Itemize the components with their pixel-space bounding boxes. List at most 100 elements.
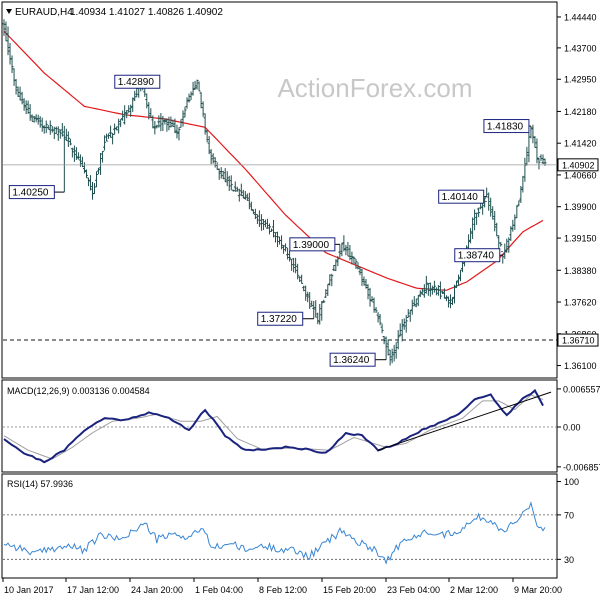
price-bar [354, 258, 358, 269]
annotation-4: 1.36240 [329, 352, 387, 367]
price-bar [271, 219, 275, 238]
price-bar [386, 339, 390, 356]
price-bar [533, 136, 537, 149]
price-bar [396, 330, 400, 350]
price-bar [159, 113, 163, 132]
price-bar [267, 223, 271, 235]
price-bar [32, 115, 36, 123]
price-bar [320, 301, 324, 321]
price-bar [133, 90, 137, 102]
price-bar [18, 86, 22, 101]
price-bar [477, 207, 481, 218]
price-bar [48, 120, 52, 135]
price-bar [380, 323, 384, 334]
collapse-triangle-icon[interactable] [6, 9, 12, 14]
price-bar [38, 116, 42, 128]
price-bar [274, 232, 278, 243]
price-bar [28, 104, 32, 121]
price-bar [121, 110, 125, 121]
price-bar [420, 288, 424, 295]
price-bar [292, 257, 296, 273]
price-y-tick-label-2: 1.42950 [564, 75, 597, 85]
price-bar [155, 124, 159, 129]
price-bar [430, 285, 434, 295]
price-bar [30, 114, 34, 122]
ma-line [3, 30, 544, 291]
price-bar [422, 284, 426, 298]
price-bar [384, 336, 388, 360]
price-bar [378, 313, 382, 326]
price-bar [515, 205, 519, 219]
price-bar [44, 120, 48, 134]
price-bar [177, 127, 181, 141]
price-bar [316, 312, 320, 325]
price-bar [531, 124, 535, 144]
last-price-marker: 1.40902 [3, 158, 599, 172]
price-bar [448, 294, 452, 309]
price-bar [237, 188, 241, 202]
price-bar [195, 79, 199, 90]
annotation-1: 1.40250 [8, 185, 65, 200]
price-y-tick-label-0: 1.44440 [564, 12, 597, 22]
price-bar [205, 130, 209, 143]
price-bar [434, 287, 438, 296]
price-bar [374, 306, 378, 313]
price-bar [22, 98, 26, 111]
price-bar [253, 208, 257, 220]
rsi-path [3, 501, 546, 565]
price-bar [187, 93, 191, 103]
price-bar [6, 26, 10, 56]
price-bar [111, 132, 115, 145]
price-bar [424, 275, 428, 294]
annotation-label: 1.38740 [458, 251, 495, 262]
price-bar [495, 222, 499, 237]
price-annotations: 1.42890 1.40250 1.39000 1.37220 1.36240 1.401… [8, 74, 531, 367]
x-tick-label-7: 2 Mar 12:00 [450, 585, 498, 595]
last-price-tag-label: 1.40902 [562, 160, 595, 170]
price-bar [151, 115, 155, 129]
price-bar [350, 251, 354, 265]
price-bar [261, 218, 265, 231]
price-bar [328, 274, 332, 286]
x-tick-label-8: 9 Mar 20:00 [514, 585, 562, 595]
price-bar [511, 219, 515, 232]
price-bar [227, 175, 231, 191]
price-bar [366, 284, 370, 300]
price-bar [288, 250, 292, 262]
price-bar [16, 86, 20, 97]
price-bar [99, 152, 103, 175]
price-bar [157, 115, 161, 128]
annotation-label: 1.40250 [12, 188, 49, 199]
price-bar [284, 243, 288, 252]
price-bar [390, 348, 394, 364]
price-bar [199, 92, 203, 109]
price-bar [247, 192, 251, 210]
macd-lines [3, 388, 557, 464]
price-bar [207, 135, 211, 155]
price-bar [93, 183, 97, 194]
price-bar [356, 262, 360, 270]
annotation-box [8, 185, 55, 200]
price-bar [318, 303, 322, 325]
price-bar [193, 80, 197, 90]
price-y-tick-label-3: 1.42180 [564, 107, 597, 117]
price-bar [450, 297, 454, 305]
price-bar [147, 102, 151, 120]
annotation-2: 1.39000 [289, 237, 340, 252]
price-bar [304, 285, 308, 301]
price-bar [398, 323, 402, 337]
price-bar [332, 264, 336, 272]
price-panel-frame [1, 1, 558, 379]
price-bar [513, 214, 517, 230]
price-bar [276, 231, 280, 247]
price-bar [24, 100, 28, 115]
price-bar [101, 150, 105, 163]
price-bar [438, 281, 442, 300]
price-bar [231, 189, 235, 192]
price-bar [223, 168, 227, 183]
price-bar [505, 238, 509, 253]
price-bar [217, 168, 221, 180]
price-bar [406, 308, 410, 319]
price-bar [334, 259, 338, 272]
